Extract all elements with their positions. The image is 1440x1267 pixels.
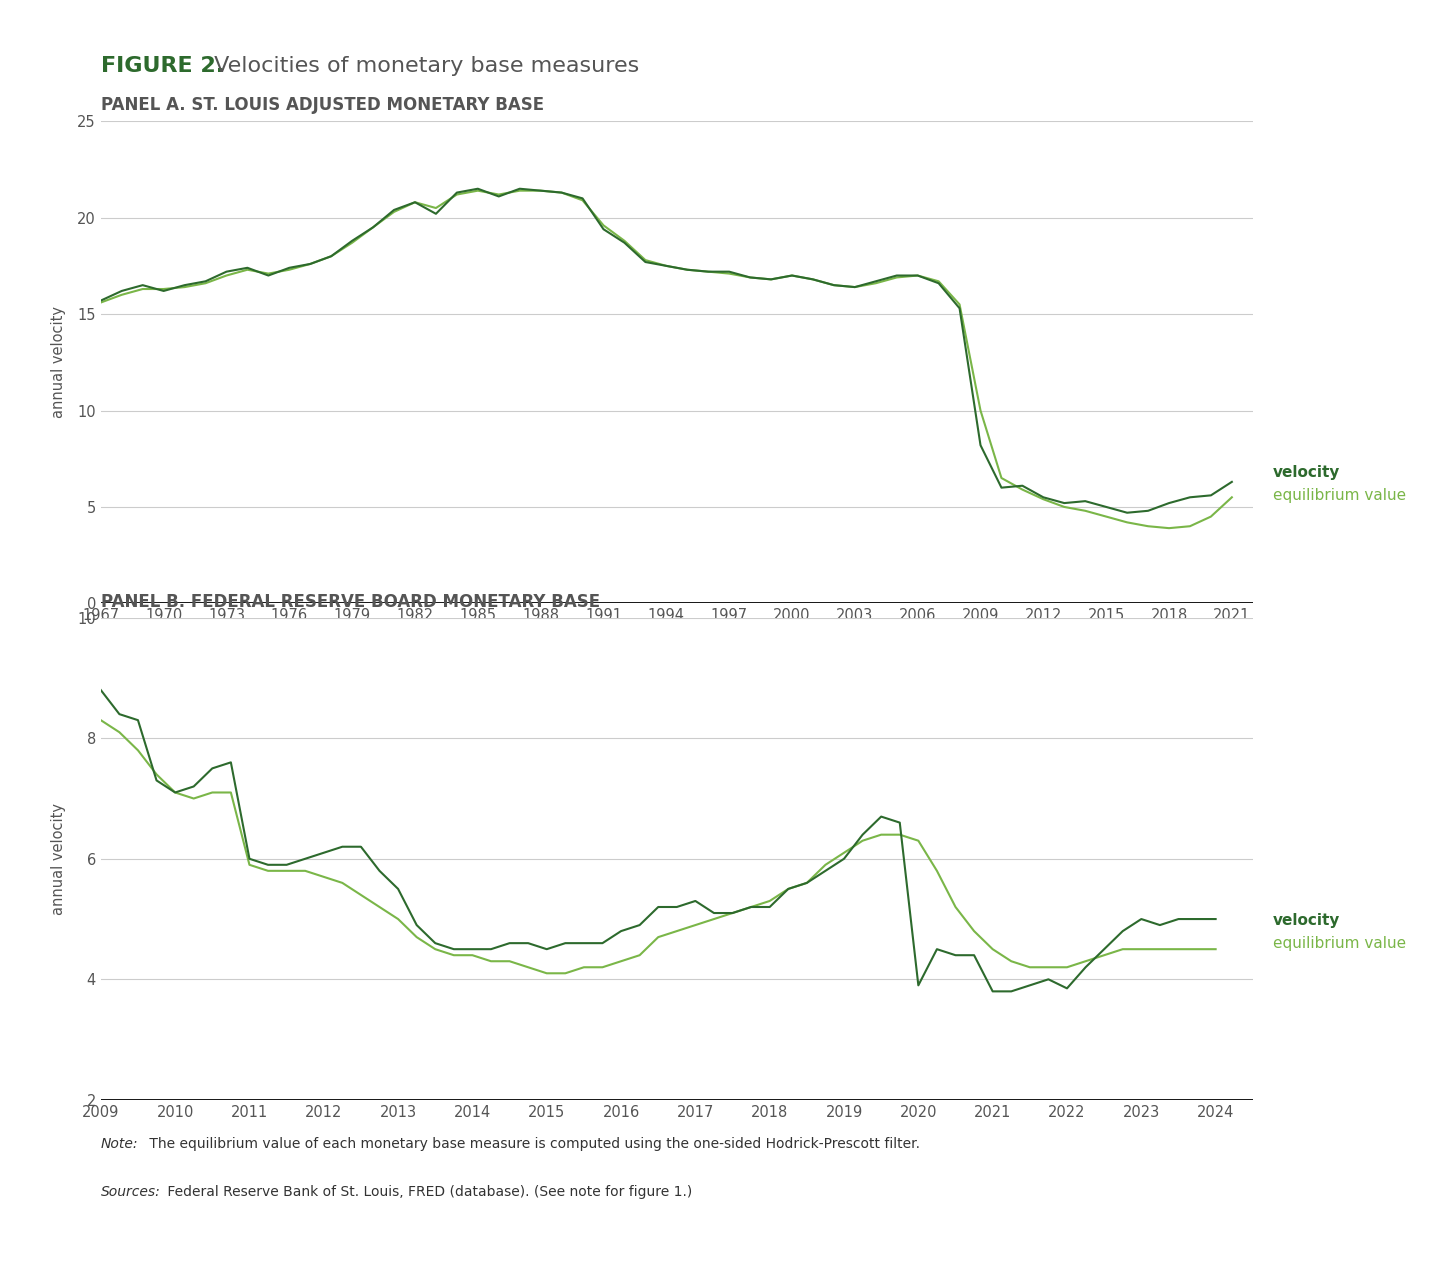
Text: Velocities of monetary base measures: Velocities of monetary base measures <box>207 56 639 76</box>
Text: Federal Reserve Bank of St. Louis, FRED (database). (See note for figure 1.): Federal Reserve Bank of St. Louis, FRED … <box>163 1186 693 1200</box>
Legend: velocity, equilibrium value: velocity, equilibrium value <box>1267 459 1413 509</box>
Text: PANEL B. FEDERAL RESERVE BOARD MONETARY BASE: PANEL B. FEDERAL RESERVE BOARD MONETARY … <box>101 593 600 611</box>
Y-axis label: annual velocity: annual velocity <box>52 803 66 915</box>
Text: Note:: Note: <box>101 1138 138 1152</box>
Text: PANEL A. ST. LOUIS ADJUSTED MONETARY BASE: PANEL A. ST. LOUIS ADJUSTED MONETARY BAS… <box>101 96 544 114</box>
Text: Sources:: Sources: <box>101 1186 160 1200</box>
Text: FIGURE 2.: FIGURE 2. <box>101 56 225 76</box>
Y-axis label: annual velocity: annual velocity <box>50 307 66 418</box>
Legend: velocity, equilibrium value: velocity, equilibrium value <box>1267 907 1413 957</box>
Text: The equilibrium value of each monetary base measure is computed using the one-si: The equilibrium value of each monetary b… <box>144 1138 920 1152</box>
